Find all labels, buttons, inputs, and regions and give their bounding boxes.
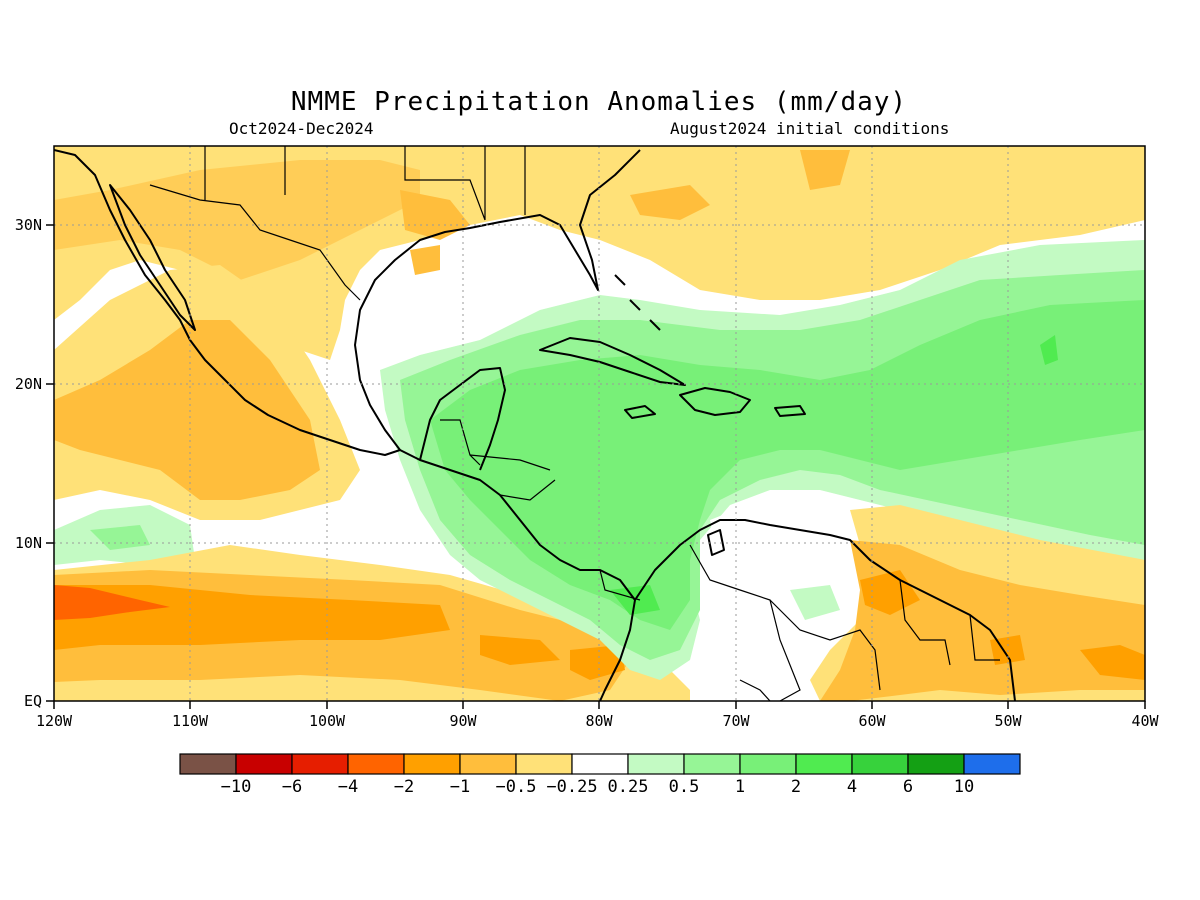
colorbar-label: −10 <box>221 777 252 797</box>
political-borders <box>149 146 1000 701</box>
colorbar-label: −0.25 <box>546 777 597 797</box>
graticule <box>54 146 1145 701</box>
colorbar-label: 10 <box>954 777 974 797</box>
y-tick-label: 10N <box>15 534 42 552</box>
colorbar-swatch <box>907 753 965 775</box>
x-axis: 120W 110W 100W 90W 80W 70W 60W 50W 40W <box>36 701 1160 730</box>
y-tick-label: EQ <box>24 692 42 710</box>
colorbar: −10 −6 −4 −2 −1 −0.5 −0.25 0.25 0.5 1 2 4 6 10 <box>179 753 1021 797</box>
colorbar-swatch <box>459 753 517 775</box>
colorbar-label: 2 <box>791 777 801 797</box>
x-tick-label: 80W <box>585 712 613 730</box>
colorbar-swatch <box>795 753 853 775</box>
forecast-period: Oct2024-Dec2024 <box>229 119 374 138</box>
colorbar-label: −4 <box>338 777 358 797</box>
colorbar-swatch <box>515 753 573 775</box>
colorbar-swatch <box>683 753 741 775</box>
x-tick-label: 120W <box>36 712 73 730</box>
colorbar-label: 4 <box>847 777 857 797</box>
x-tick-label: 110W <box>172 712 209 730</box>
colorbar-label: 0.25 <box>608 777 649 797</box>
x-tick-label: 70W <box>722 712 750 730</box>
coastlines <box>54 149 1016 701</box>
initial-conditions: August2024 initial conditions <box>670 119 949 138</box>
colorbar-swatch <box>179 753 237 775</box>
anomaly-contours <box>54 146 1145 701</box>
colorbar-label: 0.5 <box>669 777 700 797</box>
x-tick-label: 50W <box>994 712 1022 730</box>
y-axis: EQ 10N 20N 30N <box>15 216 54 710</box>
colorbar-label: −0.5 <box>496 777 537 797</box>
colorbar-swatch <box>851 753 909 775</box>
colorbar-swatch <box>235 753 293 775</box>
colorbar-label: 6 <box>903 777 913 797</box>
x-tick-label: 60W <box>858 712 886 730</box>
colorbar-label: −6 <box>282 777 302 797</box>
map-title: NMME Precipitation Anomalies (mm/day) <box>291 87 907 117</box>
colorbar-swatch <box>291 753 349 775</box>
x-tick-label: 40W <box>1131 712 1159 730</box>
colorbar-label: −2 <box>394 777 414 797</box>
y-tick-label: 30N <box>15 216 42 234</box>
x-tick-label: 90W <box>449 712 477 730</box>
colorbar-label: −1 <box>450 777 470 797</box>
colorbar-swatch <box>963 753 1021 775</box>
colorbar-swatch <box>403 753 461 775</box>
colorbar-label: 1 <box>735 777 745 797</box>
colorbar-swatch <box>347 753 405 775</box>
colorbar-swatch <box>627 753 685 775</box>
colorbar-swatch <box>571 753 629 775</box>
map-panel <box>54 146 1145 701</box>
x-tick-label: 100W <box>309 712 346 730</box>
y-tick-label: 20N <box>15 375 42 393</box>
colorbar-swatch <box>739 753 797 775</box>
